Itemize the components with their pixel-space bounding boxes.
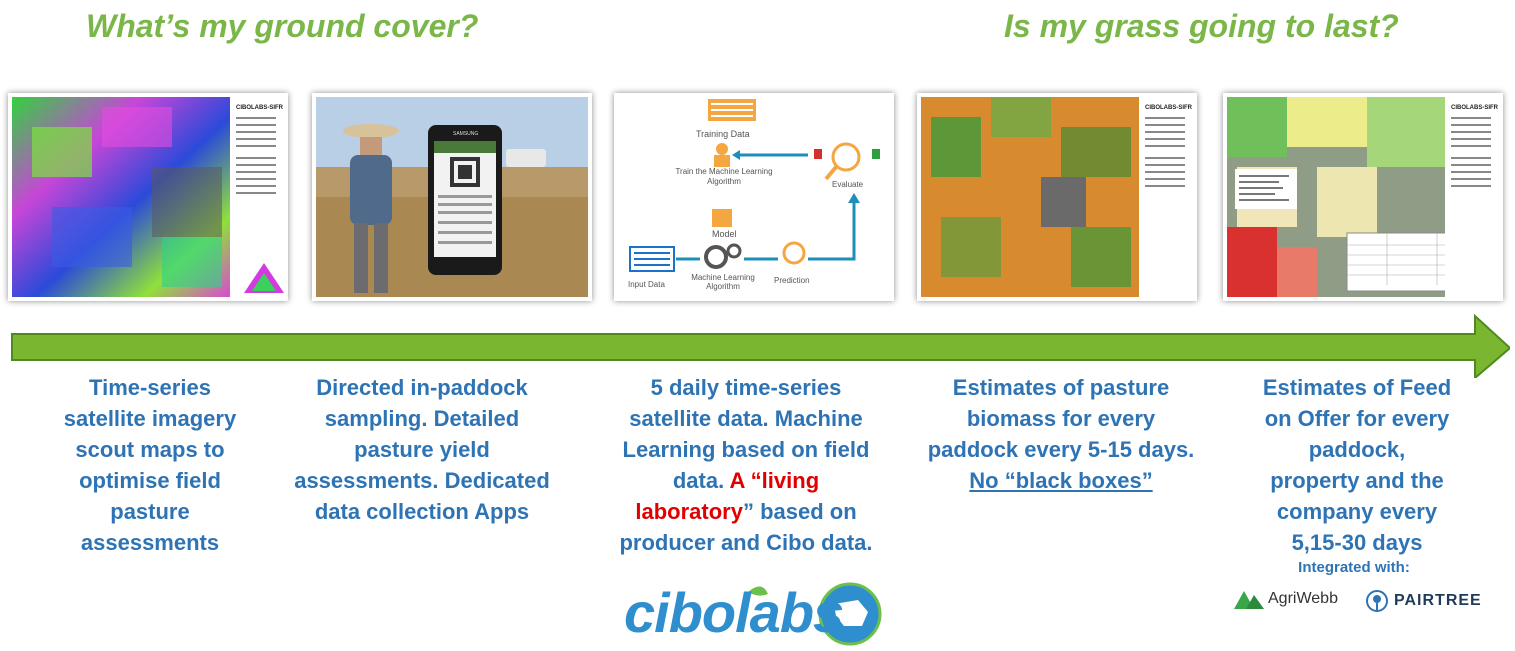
field-sampling-image: SAMSUNG — [316, 97, 588, 297]
feed-map-title: CIBOLABS-SIFR — [1451, 105, 1499, 111]
ml-train-label: Train the Machine Learning Algorithm — [675, 167, 773, 186]
field-sampling-panel: SAMSUNG — [312, 93, 592, 301]
agriwebb-logo: AgriWebb — [1234, 589, 1338, 609]
agriwebb-icon — [1234, 591, 1264, 609]
caption-feed-on-offer: Estimates of Feed on Offer for every pad… — [1262, 375, 1452, 555]
pairtree-icon — [1366, 590, 1388, 612]
caption-pasture-biomass: Estimates of pasture biomass for every p… — [915, 372, 1207, 496]
ml-input-label: Input Data — [628, 280, 665, 289]
ground-cover-map-image: CIBOLABS-SIFR — [12, 97, 284, 297]
biomass-map-title: CIBOLABS-SIFR — [1145, 105, 1193, 111]
caption-paddock-sampling: Directed in-paddock sampling. Detailed p… — [294, 375, 550, 524]
feed-on-offer-image: CIBOLABS-SIFR — [1227, 97, 1499, 297]
heading-grass-last: Is my grass going to last? — [1004, 8, 1399, 44]
ml-algo-label: Machine Learning Algorithm — [691, 273, 755, 291]
feed-on-offer-panel: CIBOLABS-SIFR — [1223, 93, 1503, 301]
caption-machine-learning: 5 daily time-series satellite data. Mach… — [619, 375, 873, 555]
timeline-arrow — [11, 313, 1510, 378]
globe-icon — [748, 582, 882, 646]
ml-workflow-panel: Training Data Train the Machine Learning… — [614, 93, 894, 301]
pairtree-text: PAIRTREE — [1394, 592, 1482, 609]
ml-training-label: Training Data — [696, 129, 750, 139]
biomass-map-image: CIBOLABS-SIFR — [921, 97, 1193, 297]
cibolabs-logo: cibolabs — [622, 581, 884, 646]
ml-prediction-label: Prediction — [774, 276, 810, 285]
ml-model-label: Model — [712, 229, 737, 239]
integrated-with-label: Integrated with: — [1298, 559, 1410, 576]
pairtree-logo: PAIRTREE — [1364, 589, 1482, 613]
caption-satellite-scout: Time-series satellite imagery scout maps… — [63, 375, 237, 555]
ground-cover-map-panel: CIBOLABS-SIFR — [8, 93, 288, 301]
no-black-boxes: No “black boxes” — [969, 468, 1153, 493]
ml-evaluate-label: Evaluate — [832, 180, 864, 189]
heading-ground-cover: What’s my ground cover? — [86, 8, 479, 44]
agriwebb-text: AgriWebb — [1268, 590, 1338, 607]
biomass-map-panel: CIBOLABS-SIFR — [917, 93, 1197, 301]
ml-workflow-diagram: Training Data Train the Machine Learning… — [618, 97, 890, 297]
map-title: CIBOLABS-SIFR — [236, 105, 284, 111]
phone-brand: SAMSUNG — [453, 131, 478, 137]
living-laboratory-highlight: A “living — [729, 468, 820, 493]
cibolabs-wordmark: cibolabs — [624, 581, 844, 644]
